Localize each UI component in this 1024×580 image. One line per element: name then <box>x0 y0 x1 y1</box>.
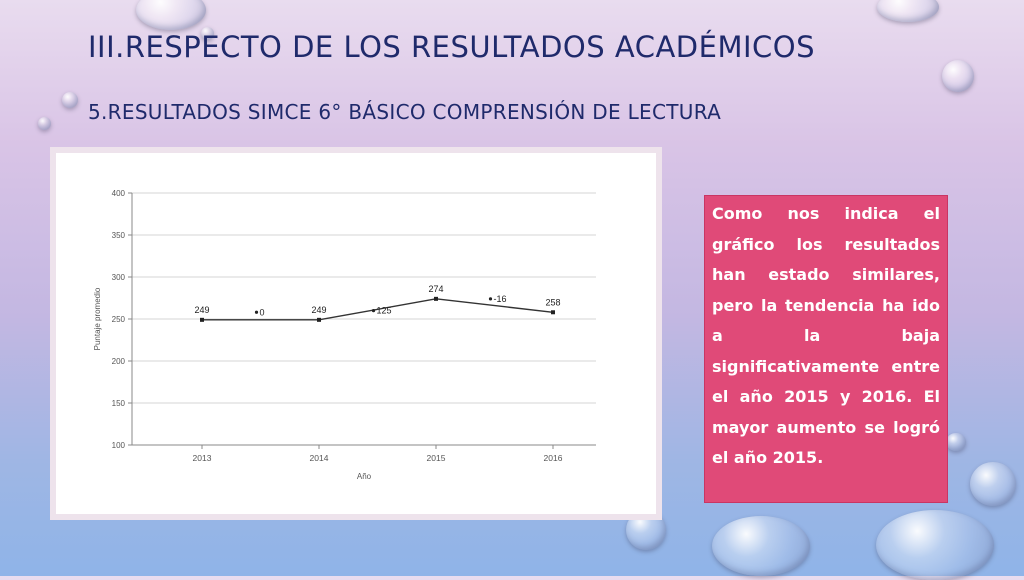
simce-line-chart: 100 150 200 250 300 350 400 2013 2014 2015 2016 Año… <box>93 189 596 481</box>
y-tick-label: 150 <box>112 399 126 408</box>
data-point <box>551 310 555 315</box>
data-point <box>317 317 321 322</box>
y-tick-label: 200 <box>112 357 126 366</box>
y-tick-label: 100 <box>112 441 126 450</box>
chart-frame: 100 150 200 250 300 350 400 2013 2014 2015 2016 Año… <box>50 147 662 520</box>
x-tick-label: 2013 <box>193 453 212 463</box>
chart-panel: 100 150 200 250 300 350 400 2013 2014 2015 2016 Año… <box>56 153 656 514</box>
data-label: 274 <box>428 284 443 294</box>
callout-text: Como nos indica el gráfico los resultado… <box>712 204 940 467</box>
x-tick-label: 2014 <box>310 453 329 463</box>
bubble-decoration <box>942 60 974 92</box>
difference-label: -16 <box>494 294 507 304</box>
difference-label: 125 <box>377 306 392 316</box>
x-axis-label: Año <box>357 472 372 481</box>
bubble-decoration <box>877 0 939 22</box>
data-label: 258 <box>545 297 560 307</box>
data-label: 249 <box>194 305 209 315</box>
data-point <box>200 317 204 322</box>
bubble-decoration <box>201 27 214 40</box>
x-tick-label: 2015 <box>427 453 446 463</box>
bubble-decoration <box>136 0 206 30</box>
y-tick-label: 250 <box>112 315 126 324</box>
slide-subtitle: 5.RESULTADOS SIMCE 6° BÁSICO COMPRENSIÓN… <box>88 100 722 124</box>
difference-label: 0 <box>260 307 265 317</box>
slide-title: III.RESPECTO DE LOS RESULTADOS ACADÉMICO… <box>88 30 816 64</box>
data-point <box>434 296 438 301</box>
bubble-decoration <box>62 92 78 108</box>
y-tick-label: 300 <box>112 273 126 282</box>
bubble-decoration <box>38 117 51 130</box>
bubble-decoration <box>712 516 810 576</box>
bubble-decoration <box>970 462 1016 506</box>
series-line <box>202 298 554 321</box>
difference-marker <box>371 309 376 313</box>
y-tick-label: 400 <box>112 189 126 198</box>
callout-box: Como nos indica el gráfico los resultado… <box>704 195 948 503</box>
difference-marker <box>254 310 259 314</box>
data-label: 249 <box>311 305 326 315</box>
y-axis-label: Puntaje promedio <box>93 287 102 350</box>
bubble-decoration <box>876 510 994 580</box>
y-tick-label: 350 <box>112 231 126 240</box>
x-tick-label: 2016 <box>544 453 563 463</box>
difference-marker <box>488 297 493 301</box>
bubble-decoration <box>946 433 966 451</box>
